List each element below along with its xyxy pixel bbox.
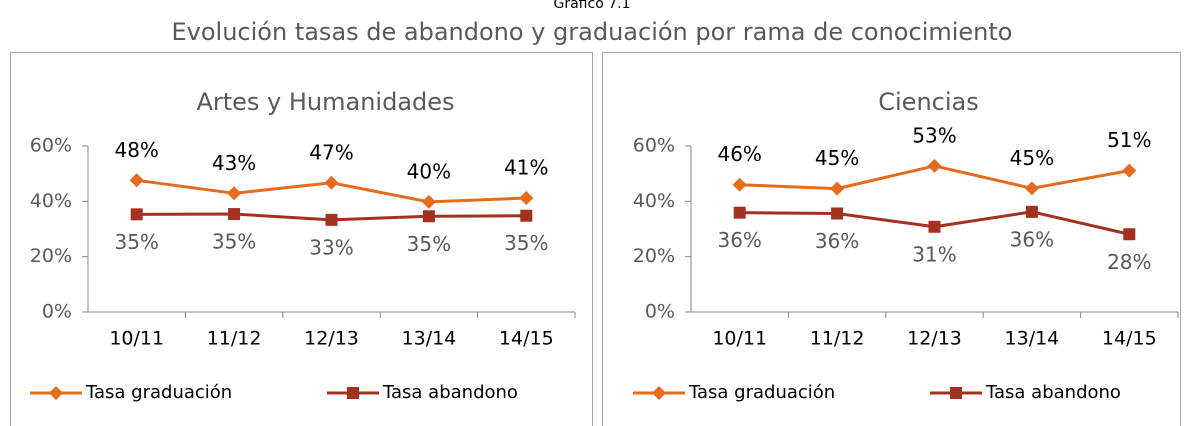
legend-marker	[347, 387, 359, 399]
data-label: 47%	[309, 140, 353, 164]
y-tick-label: 40%	[633, 190, 675, 212]
y-tick-label: 20%	[633, 245, 675, 267]
legend-marker	[950, 387, 962, 399]
legend-marker	[652, 386, 666, 400]
data-label: 31%	[912, 242, 956, 266]
data-point	[129, 173, 144, 188]
data-label: 36%	[815, 229, 859, 253]
data-point	[1122, 163, 1137, 178]
y-tick-label: 60%	[30, 135, 72, 157]
data-point	[1025, 205, 1038, 218]
data-label: 35%	[407, 232, 451, 256]
data-point	[732, 177, 747, 192]
data-label: 35%	[504, 231, 548, 255]
data-label: 48%	[114, 138, 158, 162]
data-point	[228, 208, 241, 221]
x-tick-label: 14/15	[1102, 328, 1157, 350]
data-label: 35%	[114, 230, 158, 254]
legend-label: Tasa abandono	[382, 382, 518, 403]
data-point	[927, 158, 942, 173]
x-tick-label: 10/11	[712, 328, 767, 350]
chart-title: Artes y Humanidades	[196, 88, 454, 116]
x-tick-label: 13/14	[402, 328, 457, 350]
x-tick-label: 11/12	[207, 328, 262, 350]
chart-title: Ciencias	[878, 88, 978, 116]
x-tick-label: 11/12	[810, 328, 865, 350]
panel-border	[10, 52, 593, 426]
data-label: 41%	[504, 156, 548, 180]
data-point	[1024, 181, 1039, 196]
legend-marker	[49, 386, 63, 400]
x-tick-label: 14/15	[499, 328, 554, 350]
data-point	[421, 194, 436, 209]
data-label: 45%	[815, 146, 859, 170]
y-tick-label: 0%	[42, 301, 72, 323]
data-label: 33%	[309, 235, 353, 259]
x-tick-label: 12/13	[907, 328, 962, 350]
data-point	[519, 191, 534, 206]
y-tick-label: 60%	[633, 135, 675, 157]
data-point	[227, 186, 242, 201]
data-label: 43%	[212, 151, 256, 175]
x-tick-label: 10/11	[109, 328, 164, 350]
data-point	[324, 175, 339, 190]
data-label: 28%	[1107, 250, 1151, 274]
data-point	[928, 220, 941, 233]
legend-label: Tasa abandono	[985, 382, 1121, 403]
data-point	[325, 213, 338, 226]
data-label: 36%	[1010, 227, 1054, 251]
data-point	[830, 181, 845, 196]
figure-caption: Gráfico 7.1	[554, 0, 631, 12]
legend-label: Tasa graduación	[688, 382, 835, 403]
data-label: 35%	[212, 230, 256, 254]
figure-title: Evolución tasas de abandono y graduación…	[172, 18, 1013, 46]
legend-label: Tasa graduación	[85, 382, 232, 403]
data-point	[733, 206, 746, 219]
data-label: 40%	[407, 159, 451, 183]
y-tick-label: 20%	[30, 245, 72, 267]
data-label: 51%	[1107, 128, 1151, 152]
y-tick-label: 40%	[30, 190, 72, 212]
data-point	[130, 208, 143, 221]
x-tick-label: 13/14	[1005, 328, 1060, 350]
data-point	[520, 209, 533, 222]
data-point	[1123, 228, 1136, 241]
data-label: 45%	[1010, 146, 1054, 170]
data-point	[422, 210, 435, 223]
x-tick-label: 12/13	[304, 328, 359, 350]
data-label: 46%	[717, 142, 761, 166]
data-label: 53%	[912, 123, 956, 147]
data-label: 36%	[717, 228, 761, 252]
panel-border	[602, 52, 1181, 426]
data-point	[831, 207, 844, 220]
y-tick-label: 0%	[645, 301, 675, 323]
